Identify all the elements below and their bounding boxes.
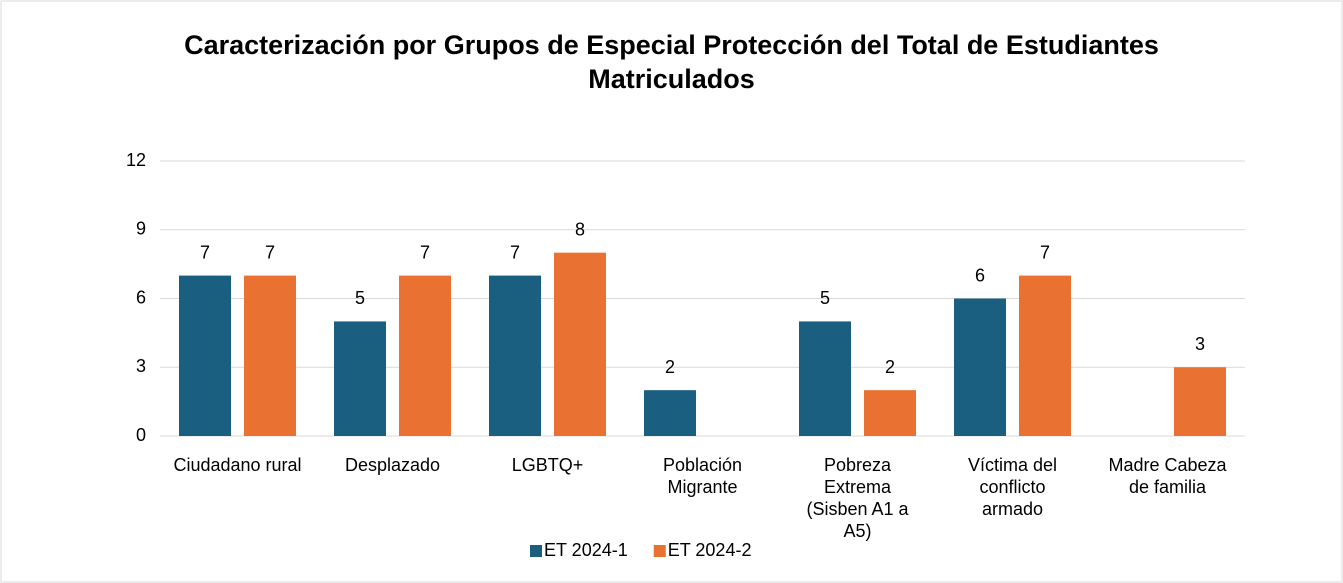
bar — [954, 298, 1006, 436]
data-label: 7 — [200, 242, 210, 262]
legend-label: ET 2024-1 — [544, 540, 628, 560]
bar — [244, 275, 296, 436]
bar — [1019, 275, 1071, 436]
bar — [864, 390, 916, 436]
x-tick-label: Víctima del conflicto armado — [967, 455, 1058, 519]
x-tick-label: Pobreza Extrema (Sisben A1 a A5) — [806, 455, 909, 541]
y-tick-label: 0 — [136, 425, 146, 445]
y-tick-label: 12 — [126, 150, 146, 170]
y-tick-label: 6 — [136, 287, 146, 307]
data-label: 5 — [820, 288, 830, 308]
bar — [554, 252, 606, 436]
legend-label: ET 2024-2 — [668, 540, 752, 560]
legend-swatch — [653, 545, 666, 557]
chart-title: Caracterización por Grupos de Especial P… — [184, 30, 1159, 94]
bar — [399, 275, 451, 436]
title-box: Caracterización por Grupos de Especial P… — [184, 30, 1159, 94]
data-label: 7 — [265, 242, 275, 262]
data-label: 7 — [1040, 242, 1050, 262]
legend-swatch — [530, 545, 542, 557]
data-label: 5 — [355, 288, 365, 308]
bar — [334, 321, 386, 436]
data-label: 8 — [575, 219, 585, 239]
x-tick-label: Ciudadano rural — [173, 455, 302, 475]
data-label: 2 — [885, 357, 895, 377]
bar — [644, 390, 696, 436]
x-tick-label: Madre Cabeza de familia — [1108, 455, 1227, 497]
data-label: 3 — [1195, 334, 1205, 354]
data-label: 7 — [510, 242, 520, 262]
bar — [799, 321, 851, 436]
data-label: 7 — [420, 242, 430, 262]
data-label: 6 — [975, 265, 985, 285]
y-tick-label: 3 — [136, 356, 146, 376]
x-tick-label: Desplazado — [344, 455, 441, 475]
x-tick-label: LGBTQ+ — [511, 455, 584, 475]
y-tick-label: 9 — [136, 219, 146, 239]
bar — [1174, 367, 1226, 436]
x-tick-label: Población Migrante — [662, 455, 743, 497]
bar — [489, 275, 541, 436]
data-label: 2 — [665, 357, 675, 377]
bar — [179, 275, 231, 436]
